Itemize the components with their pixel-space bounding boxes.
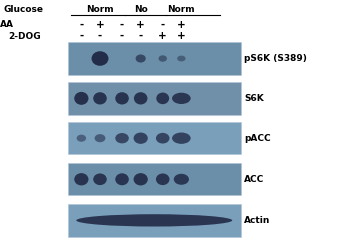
Ellipse shape: [115, 173, 129, 185]
Ellipse shape: [115, 133, 129, 143]
Text: AA: AA: [0, 20, 14, 29]
Text: Glucose: Glucose: [3, 5, 43, 14]
Ellipse shape: [172, 132, 191, 144]
Text: Actin: Actin: [244, 216, 271, 225]
Bar: [68, 204, 241, 237]
Text: -: -: [161, 20, 165, 30]
Text: +: +: [177, 20, 186, 30]
Text: +: +: [136, 20, 145, 30]
Ellipse shape: [172, 93, 191, 104]
Text: -: -: [139, 31, 143, 41]
Text: 2-DOG: 2-DOG: [8, 32, 41, 41]
Ellipse shape: [134, 92, 147, 105]
Ellipse shape: [74, 173, 88, 186]
Ellipse shape: [93, 92, 107, 105]
Text: S6K: S6K: [244, 94, 264, 103]
Text: -: -: [120, 31, 124, 41]
Ellipse shape: [136, 55, 146, 62]
Text: No: No: [134, 5, 147, 14]
Text: pACC: pACC: [244, 134, 271, 143]
Text: ACC: ACC: [244, 175, 264, 184]
Ellipse shape: [93, 174, 107, 185]
Ellipse shape: [156, 174, 170, 185]
Ellipse shape: [134, 173, 148, 186]
Text: +: +: [96, 20, 104, 30]
Ellipse shape: [177, 56, 186, 62]
Bar: [68, 163, 241, 195]
Ellipse shape: [156, 93, 169, 104]
Ellipse shape: [95, 134, 105, 142]
Ellipse shape: [115, 92, 129, 105]
Ellipse shape: [92, 51, 108, 66]
Text: +: +: [158, 31, 167, 41]
Text: -: -: [79, 20, 83, 30]
Text: Norm: Norm: [86, 5, 114, 14]
Text: pS6K (S389): pS6K (S389): [244, 54, 307, 63]
Ellipse shape: [76, 214, 232, 227]
Ellipse shape: [158, 55, 167, 62]
Bar: [68, 42, 241, 75]
Ellipse shape: [77, 135, 86, 142]
Text: Norm: Norm: [167, 5, 195, 14]
Bar: [68, 122, 241, 154]
Ellipse shape: [156, 133, 170, 143]
Ellipse shape: [134, 132, 148, 144]
Text: -: -: [120, 20, 124, 30]
Text: -: -: [79, 31, 83, 41]
Ellipse shape: [174, 174, 189, 185]
Bar: [68, 82, 241, 115]
Text: +: +: [177, 31, 186, 41]
Ellipse shape: [74, 92, 88, 105]
Text: -: -: [98, 31, 102, 41]
